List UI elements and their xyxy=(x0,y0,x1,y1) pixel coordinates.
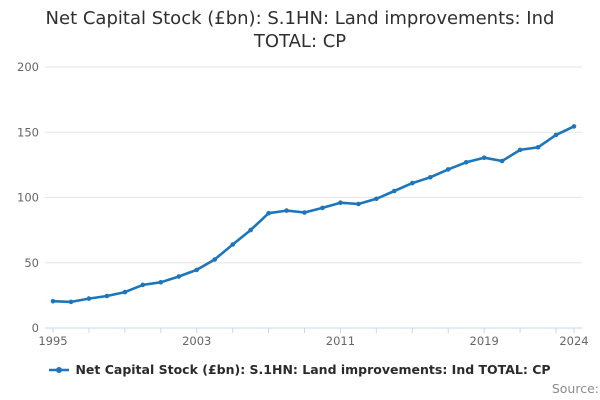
series-line xyxy=(51,125,576,304)
legend-item[interactable]: Net Capital Stock (£bn): S.1HN: Land imp… xyxy=(49,362,551,377)
data-point-marker[interactable] xyxy=(338,200,343,205)
data-point-marker[interactable] xyxy=(374,196,379,202)
data-point-marker[interactable] xyxy=(50,298,56,304)
data-point-marker[interactable] xyxy=(302,210,307,215)
data-point-marker[interactable] xyxy=(445,167,451,172)
data-point-marker[interactable] xyxy=(158,280,164,285)
data-point-marker[interactable] xyxy=(320,205,325,211)
x-axis-label: 2019 xyxy=(470,334,499,348)
source-label: Source: xyxy=(551,381,599,396)
data-point-marker[interactable] xyxy=(266,210,271,216)
data-point-marker[interactable] xyxy=(356,201,361,207)
data-point-marker[interactable] xyxy=(553,132,559,138)
data-point-marker[interactable] xyxy=(410,180,415,186)
y-axis-label: 50 xyxy=(24,256,39,270)
data-point-marker[interactable] xyxy=(212,257,217,262)
data-point-marker[interactable] xyxy=(517,147,523,153)
data-point-marker[interactable] xyxy=(463,160,469,165)
data-point-marker[interactable] xyxy=(428,175,433,180)
data-point-marker[interactable] xyxy=(176,274,182,279)
x-axis-label: 2011 xyxy=(326,334,355,348)
x-axis-label: 2024 xyxy=(559,334,588,348)
legend-label: Net Capital Stock (£bn): S.1HN: Land imp… xyxy=(75,362,551,377)
x-axis-label: 2003 xyxy=(182,334,211,348)
data-point-marker[interactable] xyxy=(86,296,92,301)
line-with-dot-icon xyxy=(49,366,70,373)
y-axis-label: 200 xyxy=(17,60,39,74)
data-point-marker[interactable] xyxy=(392,188,397,194)
y-axis-label: 0 xyxy=(32,321,39,335)
data-point-marker[interactable] xyxy=(284,208,289,213)
legend-dot xyxy=(56,366,63,373)
data-point-marker[interactable] xyxy=(535,145,541,150)
x-axis-label: 1995 xyxy=(38,334,67,348)
chart-title: Net Capital Stock (£bn): S.1HN: Land imp… xyxy=(45,8,555,52)
y-axis-label: 150 xyxy=(17,125,39,139)
chart-svg: 0 50 100 150 200 1995 2003 2011 2019 2024 xyxy=(17,60,589,348)
data-point-marker[interactable] xyxy=(194,267,199,273)
data-point-marker[interactable] xyxy=(481,155,487,160)
data-point-marker[interactable] xyxy=(248,227,253,233)
data-point-marker[interactable] xyxy=(68,299,74,305)
data-point-marker[interactable] xyxy=(571,124,577,129)
y-axis-label: 100 xyxy=(17,191,39,205)
data-point-marker[interactable] xyxy=(104,293,110,299)
legend: Net Capital Stock (£bn): S.1HN: Land imp… xyxy=(0,362,600,377)
data-point-marker[interactable] xyxy=(499,158,505,164)
data-point-marker[interactable] xyxy=(122,289,128,295)
data-point-marker[interactable] xyxy=(230,242,235,247)
data-point-marker[interactable] xyxy=(140,282,146,288)
